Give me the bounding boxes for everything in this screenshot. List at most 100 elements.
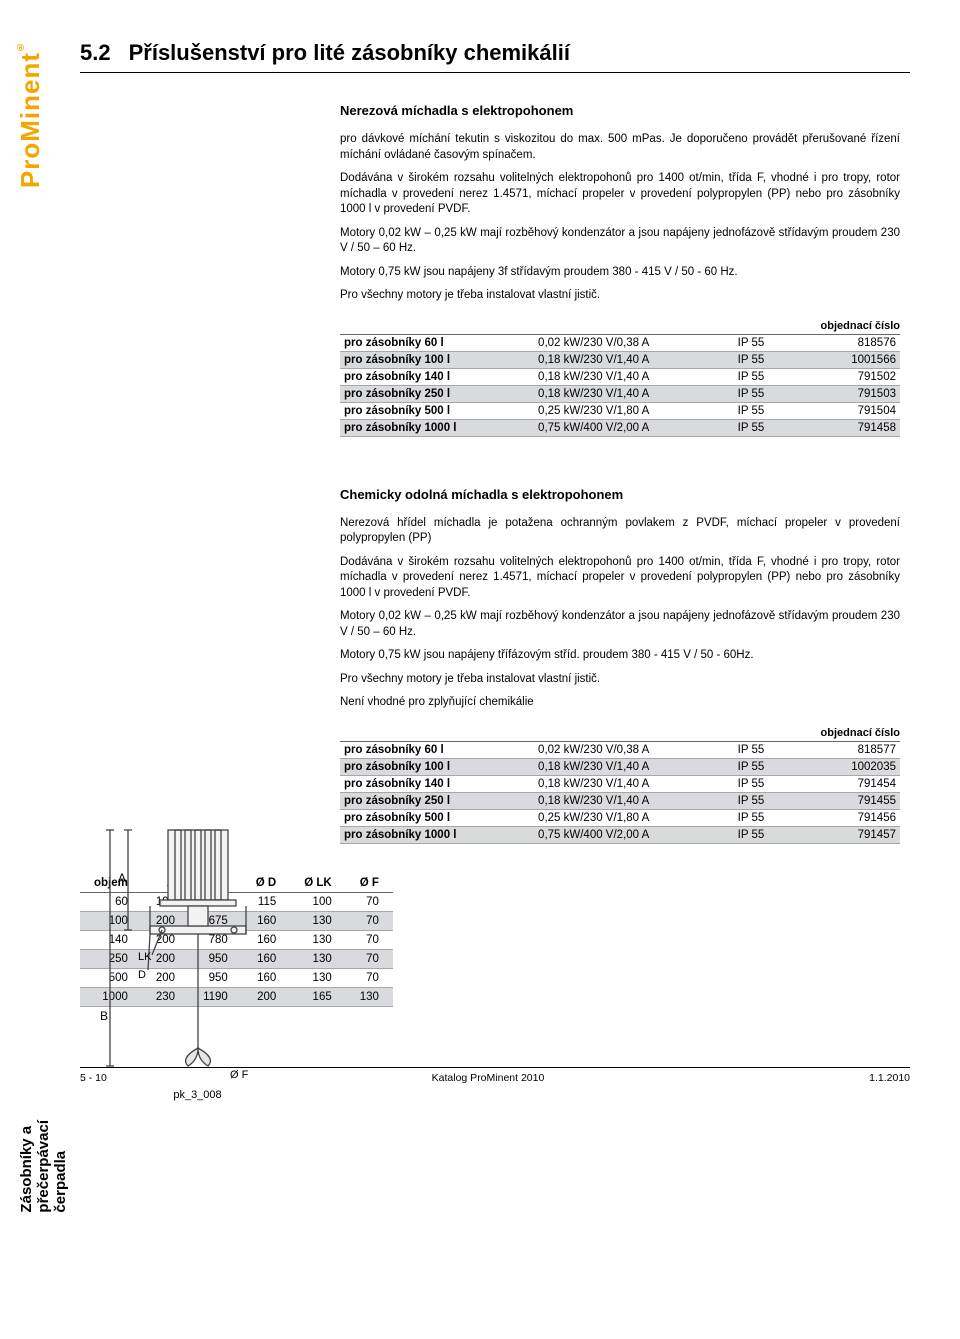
logo-reg: ® [15,40,26,52]
block2-p3: Motory 0,02 kW – 0,25 kW mají rozběhový … [340,609,900,640]
table-cell: 0,02 kW/230 V/0,38 A [534,335,734,352]
table-cell: 0,25 kW/230 V/1,80 A [534,402,734,419]
table-row: pro zásobníky 250 l0,18 kW/230 V/1,40 AI… [340,385,900,402]
table-cell: 1001566 [800,351,900,368]
table-cell: pro zásobníky 1000 l [340,826,534,843]
fig-label-B: B [100,1009,108,1023]
table-row: pro zásobníky 500 l0,25 kW/230 V/1,80 AI… [340,402,900,419]
table-row: pro zásobníky 140 l0,18 kW/230 V/1,40 AI… [340,368,900,385]
block2-p4: Motory 0,75 kW jsou napájeny třífázovým … [340,648,900,664]
table-cell: IP 55 [734,758,801,775]
table-cell: 0,75 kW/400 V/2,00 A [534,826,734,843]
table-cell: pro zásobníky 250 l [340,792,534,809]
table-cell: 0,18 kW/230 V/1,40 A [534,368,734,385]
block2-p6: Není vhodné pro zplyňující chemikálie [340,695,900,711]
block1-p2: Dodávána v širokém rozsahu volitelných e… [340,171,900,218]
fig-label-LK: LK [138,951,152,963]
table-cell: IP 55 [734,368,801,385]
table-row: pro zásobníky 250 l0,18 kW/230 V/1,40 AI… [340,792,900,809]
table-cell: 791454 [800,775,900,792]
table-cell: 818576 [800,335,900,352]
fig-label-F: Ø F [230,1069,249,1080]
table-cell: pro zásobníky 140 l [340,775,534,792]
table-cell: IP 55 [734,402,801,419]
table-cell: 791458 [800,419,900,436]
block1: Nerezová míchadla s elektropohonem pro d… [340,103,900,437]
table-row: pro zásobníky 60 l0,02 kW/230 V/0,38 AIP… [340,335,900,352]
mixer-figure: A B LK D Ø F pk_3_008 [80,820,315,1101]
table-cell: 70 [346,911,393,930]
block2-p2: Dodávána v širokém rozsahu volitelných e… [340,555,900,602]
dims-header-cell: Ø F [346,874,393,893]
table-cell: 0,18 kW/230 V/1,40 A [534,385,734,402]
table-cell: IP 55 [734,335,801,352]
table-cell: IP 55 [734,742,801,759]
block2-table: pro zásobníky 60 l0,02 kW/230 V/0,38 AIP… [340,742,900,844]
block1-p4: Motory 0,75 kW jsou napájeny 3f střídavý… [340,265,900,281]
section-number: 5.2 [80,40,111,66]
table-cell: pro zásobníky 500 l [340,809,534,826]
table-cell: 791456 [800,809,900,826]
block2-heading: Chemicky odolná míchadla s elektropohone… [340,487,900,502]
section-title: Příslušenství pro lité zásobníky chemiká… [129,40,570,66]
table-cell: 1002035 [800,758,900,775]
table-cell: pro zásobníky 140 l [340,368,534,385]
table-cell: 791502 [800,368,900,385]
table-cell: 0,18 kW/230 V/1,40 A [534,792,734,809]
table-row: pro zásobníky 140 l0,18 kW/230 V/1,40 AI… [340,775,900,792]
table-cell: pro zásobníky 1000 l [340,419,534,436]
table-cell: pro zásobníky 100 l [340,758,534,775]
table-cell: 70 [346,968,393,987]
table-cell: IP 55 [734,351,801,368]
table-cell: 130 [346,987,393,1006]
fig-label-D: D [138,969,146,981]
figure-id: pk_3_008 [80,1089,315,1101]
logo-text: ProMinent [15,52,45,188]
brand-logo: ProMinent® [15,40,46,188]
table-row: pro zásobníky 100 l0,18 kW/230 V/1,40 AI… [340,351,900,368]
section-header: 5.2 Příslušenství pro lité zásobníky che… [80,40,910,73]
table-row: pro zásobníky 100 l0,18 kW/230 V/1,40 AI… [340,758,900,775]
block1-p5: Pro všechny motory je třeba instalovat v… [340,288,900,304]
table-cell: 70 [346,930,393,949]
block1-p1: pro dávkové míchání tekutin s viskozitou… [340,132,900,163]
table-cell: 791503 [800,385,900,402]
footer-center: Katalog ProMinent 2010 [432,1072,545,1084]
table-row: pro zásobníky 1000 l0,75 kW/400 V/2,00 A… [340,419,900,436]
table-cell: 791455 [800,792,900,809]
mixer-diagram-icon: A B LK D Ø F [80,820,315,1080]
table-cell: 818577 [800,742,900,759]
block1-heading: Nerezová míchadla s elektropohonem [340,103,900,118]
table-cell: pro zásobníky 500 l [340,402,534,419]
table-cell: 791457 [800,826,900,843]
footer-right: 1.1.2010 [869,1072,910,1084]
table-cell: IP 55 [734,826,801,843]
table-cell: 70 [346,949,393,968]
block1-p3: Motory 0,02 kW – 0,25 kW mají rozběhový … [340,226,900,257]
table-cell: pro zásobníky 250 l [340,385,534,402]
fig-label-A: A [118,871,126,885]
table-cell: IP 55 [734,419,801,436]
block1-order-label: objednací číslo [340,320,900,335]
table-cell: pro zásobníky 60 l [340,742,534,759]
block2: Chemicky odolná míchadla s elektropohone… [340,487,900,844]
table-cell: 791504 [800,402,900,419]
side-category-label: Zásobníky a přečerpávací čerpadla [18,1120,69,1213]
table-cell: IP 55 [734,775,801,792]
table-cell: 0,25 kW/230 V/1,80 A [534,809,734,826]
block2-p5: Pro všechny motory je třeba instalovat v… [340,672,900,688]
table-cell: pro zásobníky 60 l [340,335,534,352]
table-row: pro zásobníky 500 l0,25 kW/230 V/1,80 AI… [340,809,900,826]
table-cell: 70 [346,892,393,911]
table-cell: IP 55 [734,792,801,809]
table-cell: 0,18 kW/230 V/1,40 A [534,351,734,368]
table-cell: 0,18 kW/230 V/1,40 A [534,775,734,792]
table-row: pro zásobníky 60 l0,02 kW/230 V/0,38 AIP… [340,742,900,759]
table-cell: IP 55 [734,385,801,402]
table-cell: 0,75 kW/400 V/2,00 A [534,419,734,436]
block2-order-label: objednací číslo [340,727,900,742]
table-cell: pro zásobníky 100 l [340,351,534,368]
table-cell: IP 55 [734,809,801,826]
table-cell: 0,18 kW/230 V/1,40 A [534,758,734,775]
block2-p1: Nerezová hřídel míchadla je potažena och… [340,516,900,547]
